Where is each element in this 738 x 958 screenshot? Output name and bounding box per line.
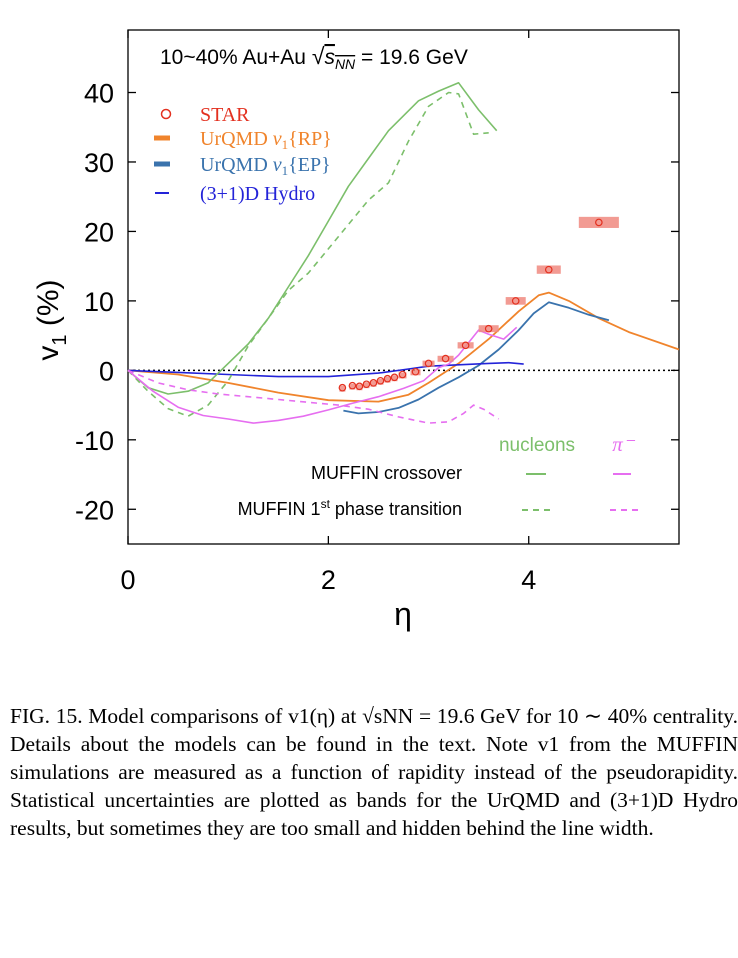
- muffin-col-nucleons: nucleons: [499, 435, 575, 456]
- star-point: [411, 367, 420, 376]
- series-muffin-1st-order-nucleons: [127, 91, 489, 418]
- star-points: [338, 216, 619, 392]
- muffin-row-first-order: MUFFIN 1st phase transition: [238, 497, 462, 519]
- star-point: [376, 376, 385, 385]
- legend-star-label: STAR: [200, 104, 250, 126]
- star-uncertainty-band: [457, 342, 474, 349]
- star-uncertainty-band: [370, 380, 377, 387]
- star-uncertainty-band: [339, 385, 346, 392]
- star-uncertainty-band: [391, 375, 398, 382]
- star-uncertainty-band: [356, 384, 363, 391]
- plot-frame: [127, 29, 680, 545]
- legend-star-marker: [160, 108, 172, 120]
- star-uncertainty-band: [398, 372, 407, 379]
- y-tick-label: 40: [84, 79, 114, 109]
- star-point: [461, 341, 470, 350]
- y-tick-label: 20: [84, 217, 114, 247]
- star-uncertainty-band: [478, 325, 499, 333]
- y-tick-label: -20: [75, 495, 114, 525]
- star-point: [355, 382, 364, 391]
- series-muffin-crossover-nucleons: [127, 82, 498, 395]
- legend-item-urqmd-rp: UrQMD v1{RP}: [154, 128, 332, 152]
- y-tick-label: 10: [84, 287, 114, 317]
- y-tick-labels: 40 30 20 10 0 -10 -20: [75, 79, 114, 526]
- legend-urqmd-ep-label: UrQMD v1{EP}: [200, 154, 331, 178]
- star-point: [484, 324, 493, 333]
- star-point: [362, 380, 371, 389]
- star-point: [595, 218, 603, 227]
- x-tick-label: 2: [321, 565, 336, 595]
- star-point: [441, 354, 450, 363]
- star-uncertainty-band: [377, 378, 384, 385]
- muffin-col-pion: π⁻: [612, 432, 636, 456]
- figure-caption: FIG. 15. Model comparisons of v1(η) at √…: [10, 704, 738, 840]
- star-uncertainty-band: [578, 216, 619, 228]
- legend-hydro-label: (3+1)D Hydro: [200, 183, 315, 205]
- muffin-row-crossover: MUFFIN crossover: [311, 463, 462, 483]
- star-point: [511, 297, 520, 305]
- series-muffin-1st-order-pion: [127, 369, 500, 424]
- star-point: [348, 381, 357, 390]
- x-tick-label: 4: [521, 565, 536, 595]
- legend: STAR UrQMD v1{RP} UrQMD v1{EP} (3+1)D Hy…: [154, 104, 332, 205]
- chart-title: 10~40% Au+Au √sNN = 19.6 GeV: [160, 43, 468, 72]
- star-uncertainty-band: [363, 382, 370, 389]
- star-uncertainty-band: [349, 383, 356, 390]
- legend-item-star: STAR: [160, 104, 250, 126]
- star-point: [369, 379, 378, 387]
- legend-item-hydro: (3+1)D Hydro: [155, 183, 315, 205]
- x-tick-labels: 0 2 4: [120, 565, 536, 595]
- series-layer: [127, 82, 680, 424]
- star-point: [338, 383, 347, 392]
- y-tick-label: 0: [99, 356, 114, 386]
- x-axis-label: η: [394, 596, 412, 632]
- x-tick-label: 0: [120, 565, 135, 595]
- star-uncertainty-band: [410, 369, 421, 376]
- y-tick-label: -10: [75, 426, 114, 456]
- star-point: [383, 374, 392, 383]
- y-tick-label: 30: [84, 148, 114, 178]
- star-uncertainty-band: [505, 297, 526, 305]
- star-uncertainty-band: [536, 265, 561, 274]
- y-axis-label: v1 (%): [32, 279, 71, 360]
- star-uncertainty-band: [422, 360, 435, 367]
- star-point: [398, 370, 407, 379]
- series-urqmd-v1-rp: [127, 291, 680, 403]
- legend-urqmd-rp-label: UrQMD v1{RP}: [200, 128, 332, 152]
- star-point: [424, 359, 433, 368]
- legend-item-urqmd-ep: UrQMD v1{EP}: [154, 154, 331, 178]
- star-point: [544, 265, 553, 274]
- series-muffin-crossover-pion: [127, 326, 518, 424]
- star-uncertainty-band: [384, 376, 391, 383]
- chart: 40 30 20 10 0 -10 -20 0 2 4 10~40% Au+Au √sNN = …: [32, 29, 680, 632]
- star-point: [390, 373, 399, 382]
- series-urqmd-v1-ep: [343, 301, 610, 415]
- muffin-legend: nucleons π⁻ MUFFIN crossover MUFFIN 1st …: [238, 432, 641, 519]
- series--3-1-d-hydro: [127, 361, 524, 378]
- star-uncertainty-band: [437, 355, 454, 362]
